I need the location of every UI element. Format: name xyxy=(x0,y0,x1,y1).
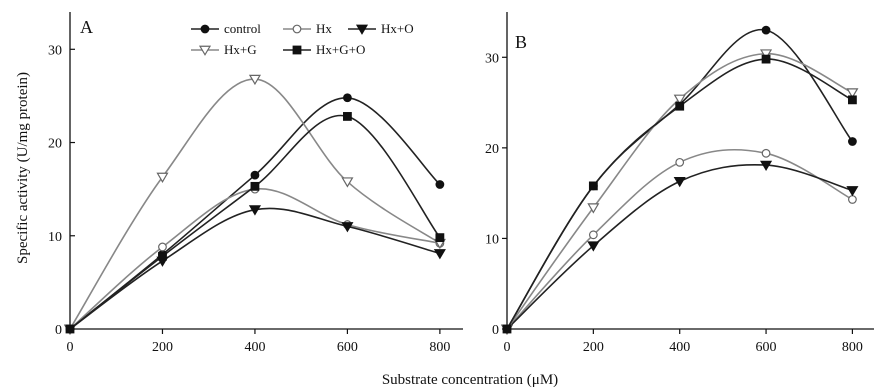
point-hx-b xyxy=(848,195,857,204)
point-hx-b xyxy=(761,148,771,158)
point-hx-plus-o-a xyxy=(248,205,261,216)
point-hx-plus-g-plus-o-b xyxy=(502,324,512,334)
legend-marker-control xyxy=(200,24,210,34)
legend-label-hx-plus-g: Hx+G xyxy=(224,42,257,57)
legend-label-hx-plus-g-plus-o: Hx+G+O xyxy=(316,42,365,57)
series-line-hx-plus-o-a xyxy=(69,207,441,330)
point-hx-plus-o-b xyxy=(846,186,859,197)
y-tick-label-b: 10 xyxy=(485,232,499,247)
point-hx-plus-g-plus-o-a xyxy=(65,324,75,334)
point-hx-b xyxy=(588,230,598,240)
point-control-b xyxy=(761,25,771,35)
point-hx-plus-g-b xyxy=(587,203,600,214)
panel-label-b: B xyxy=(515,32,527,52)
point-hx-plus-o-a xyxy=(341,222,354,233)
legend-label-hx-plus-o: Hx+O xyxy=(381,21,414,36)
point-hx-plus-g-b xyxy=(846,88,859,99)
point-hx-plus-o-b xyxy=(587,241,600,252)
y-tick-label-a: 20 xyxy=(48,137,62,152)
x-tick-label-a: 400 xyxy=(244,340,265,355)
point-hx-plus-o-b xyxy=(673,177,686,188)
x-tick-label-b: 200 xyxy=(583,340,604,355)
point-hx-plus-g-plus-o-b xyxy=(675,101,685,111)
legend-marker-hx-plus-o xyxy=(355,24,369,35)
point-hx-plus-g-a xyxy=(341,177,354,188)
y-axis-title: Specific activity (U/mg protein) xyxy=(15,72,31,264)
panel-label-a: A xyxy=(80,17,93,37)
y-tick-label-a: 10 xyxy=(48,230,62,245)
series-line-hx-plus-o-b xyxy=(506,163,853,330)
point-control-a xyxy=(435,180,445,189)
point-hx-plus-g-plus-o-a xyxy=(343,112,352,121)
point-hx-plus-g-plus-o-a xyxy=(435,233,445,243)
x-tick-label-b: 400 xyxy=(669,340,690,355)
x-tick-label-b: 0 xyxy=(504,340,511,355)
panel-b: B 0 10 20 30 0 200 400 600 800 xyxy=(485,12,874,355)
point-control-a xyxy=(250,170,260,180)
y-tick-label-a: 30 xyxy=(48,43,62,58)
legend-label-control: control xyxy=(224,21,261,36)
y-tick-label-b: 30 xyxy=(485,51,499,66)
point-hx-plus-g-a xyxy=(156,172,169,183)
legend: control Hx Hx+O Hx+G Hx+G+O xyxy=(191,21,414,57)
x-tick-label-a: 800 xyxy=(429,340,450,355)
x-tick-label-b: 800 xyxy=(842,340,863,355)
series-line-hx-plus-g-plus-o-a xyxy=(69,114,441,330)
x-tick-label-a: 600 xyxy=(337,340,358,355)
panel-a: A 0 10 20 30 0 200 400 600 800 xyxy=(48,12,463,355)
point-hx-b xyxy=(675,157,685,167)
series-line-hx-plus-g-b xyxy=(506,52,853,330)
point-hx-plus-g-a xyxy=(248,74,261,86)
point-hx-plus-g-plus-o-b xyxy=(761,54,771,64)
legend-label-hx: Hx xyxy=(316,21,332,36)
x-tick-label-a: 0 xyxy=(67,340,74,355)
point-hx-a xyxy=(158,242,167,252)
point-hx-plus-g-plus-o-a xyxy=(158,251,167,261)
point-hx-plus-g-plus-o-b xyxy=(848,95,857,105)
point-hx-plus-g-b xyxy=(673,94,686,105)
point-hx-plus-o-a xyxy=(433,249,446,260)
series-line-hx-b xyxy=(506,148,853,330)
point-control-a xyxy=(343,93,352,103)
point-hx-plus-o-b xyxy=(760,160,773,171)
point-control-b xyxy=(848,137,857,146)
point-hx-plus-g-b xyxy=(760,49,773,60)
legend-marker-hx xyxy=(292,24,302,34)
point-hx-plus-g-plus-o-a xyxy=(250,181,260,191)
legend-marker-hx-plus-g xyxy=(198,45,212,56)
series-line-hx-plus-g-a xyxy=(69,78,441,330)
y-tick-label-a: 0 xyxy=(55,323,62,338)
y-tick-label-b: 20 xyxy=(485,142,499,157)
x-tick-label-b: 600 xyxy=(756,340,777,355)
legend-marker-hx-plus-g-plus-o xyxy=(292,45,302,55)
point-hx-plus-g-plus-o-b xyxy=(588,181,598,191)
y-tick-label-b: 0 xyxy=(492,323,499,338)
x-axis-title: Substrate concentration (μM) xyxy=(382,372,558,388)
x-tick-label-a: 200 xyxy=(152,340,173,355)
